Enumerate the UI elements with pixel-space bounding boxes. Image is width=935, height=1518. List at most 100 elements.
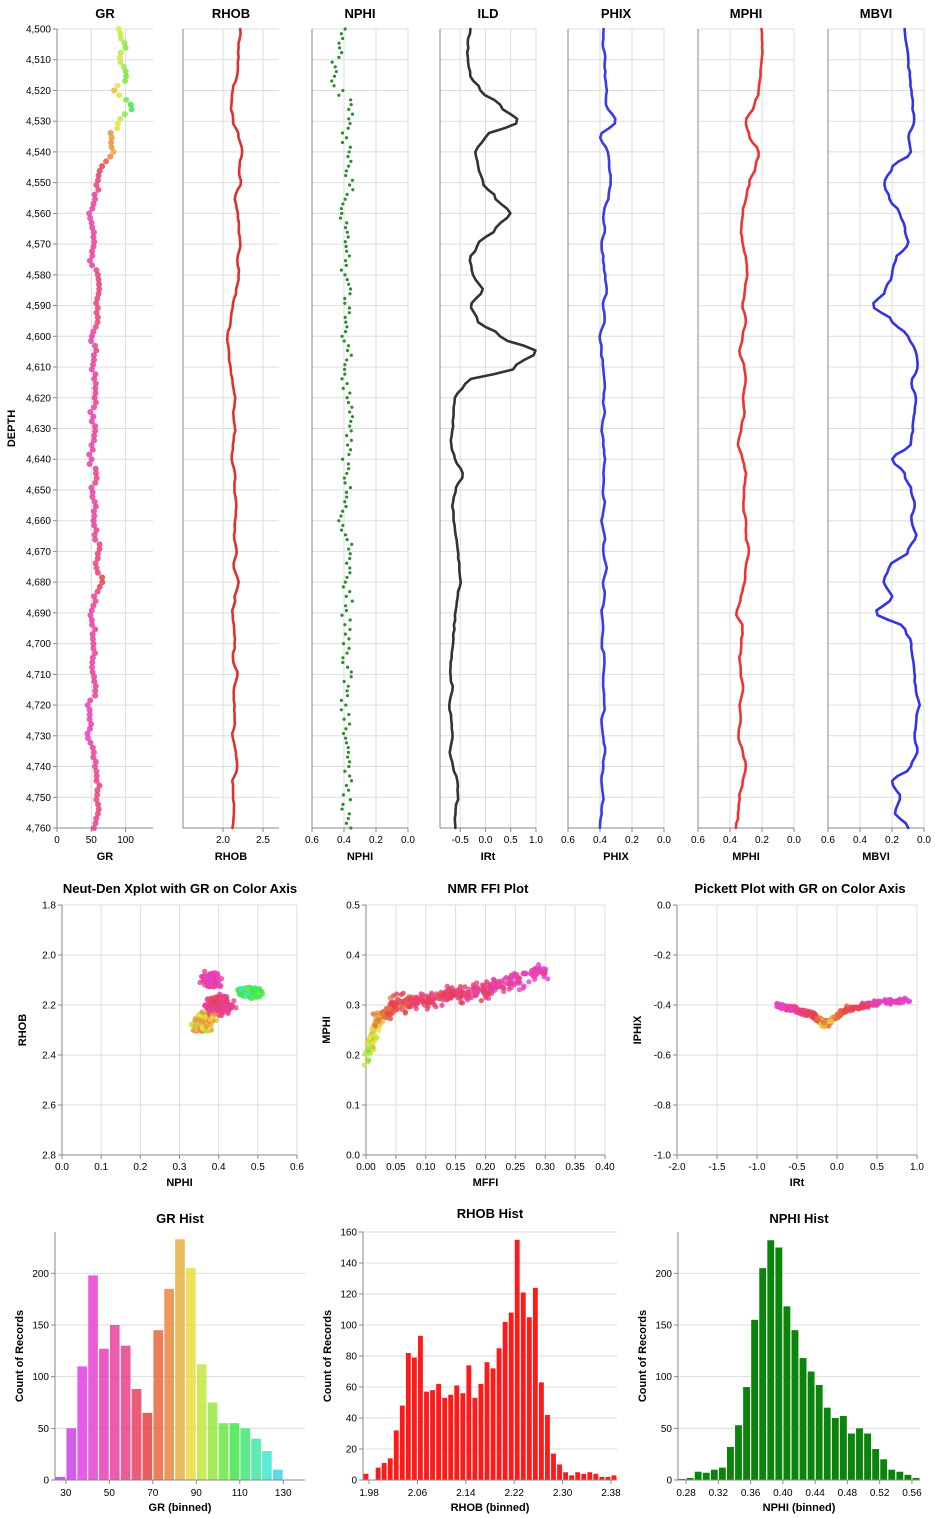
gr-point <box>94 787 101 794</box>
y-tick-label: 4,530 <box>26 117 51 128</box>
chart-title: Pickett Plot with GR on Color Axis <box>694 881 905 896</box>
y-tick-label: 4,610 <box>26 363 51 374</box>
histogram-bar <box>142 1412 153 1480</box>
nphi-point <box>345 433 349 438</box>
scatter-point <box>365 1048 371 1054</box>
nphi-point <box>345 348 350 353</box>
nphi-point <box>344 490 349 494</box>
gr-point <box>90 825 97 831</box>
nphi-point <box>341 802 345 806</box>
nphi-point <box>344 320 348 324</box>
gr-point <box>93 777 100 784</box>
x-tick-label: 0 <box>54 835 60 846</box>
nphi-point <box>345 325 349 329</box>
nphi-point <box>345 689 349 693</box>
nphi-point <box>340 140 345 145</box>
scatter-point <box>409 1000 415 1006</box>
scatter-point <box>479 982 485 988</box>
histogram-bar <box>599 1476 605 1480</box>
nphi-point <box>341 509 345 513</box>
histogram-bar <box>831 1418 839 1480</box>
nphi-point <box>344 783 349 788</box>
y-tick-label: 20 <box>346 1445 358 1456</box>
scatter-point <box>431 996 438 1002</box>
nphi-point <box>349 438 353 442</box>
nphi-point <box>349 103 353 107</box>
y-tick-label: 4,560 <box>26 209 51 220</box>
gr-point <box>94 295 101 302</box>
scatter-point <box>526 979 532 985</box>
nphi-point <box>345 221 349 225</box>
gr-point <box>93 815 100 822</box>
x-tick-label: 0.2 <box>755 835 769 846</box>
y-tick-label: 4,540 <box>26 147 51 158</box>
gr-point <box>103 158 110 165</box>
scatter-point <box>193 1026 199 1032</box>
nphi-point <box>344 736 348 740</box>
histogram-bar <box>448 1394 454 1480</box>
nphi-point <box>345 575 349 580</box>
histogram-bar <box>526 1317 532 1480</box>
gr-point <box>92 626 99 633</box>
scatter-point <box>433 1004 439 1010</box>
scatter-point <box>470 982 477 988</box>
scatter-point <box>501 985 507 991</box>
nphi-point <box>348 627 352 632</box>
scatter-point <box>865 1003 871 1009</box>
gr-point <box>92 427 99 434</box>
gr-point <box>90 602 97 609</box>
scatter-point <box>212 1005 218 1011</box>
y-axis-title: Count of Records <box>14 1310 26 1402</box>
chart-title: NPHI Hist <box>769 1211 829 1226</box>
x-tick-label: 0.52 <box>870 1488 890 1499</box>
scatter-point <box>896 998 903 1004</box>
nphi-point <box>344 608 349 613</box>
nphi-point <box>344 741 349 745</box>
nphi-point <box>343 240 347 244</box>
y-tick-label: 100 <box>32 1372 49 1383</box>
x-axis-title: MFFI <box>473 1177 499 1189</box>
gr-point <box>92 503 99 510</box>
histogram-bar <box>848 1433 855 1480</box>
x-axis-title: IRt <box>481 851 496 863</box>
scatter-point <box>523 970 529 976</box>
nphi-point <box>349 826 353 830</box>
scatter-point <box>206 980 212 986</box>
scatter-point <box>387 995 393 1001</box>
y-axis-title: RHOB <box>17 1014 29 1046</box>
gr-point <box>90 640 97 647</box>
nphi-point <box>345 396 349 400</box>
histogram-bar <box>240 1428 251 1480</box>
histogram-bar <box>484 1362 490 1480</box>
log-tracks: 0 50 100GRGR4,5004,5104,5204,5304,5404,550… <box>6 6 931 863</box>
histogram-bar <box>888 1469 896 1480</box>
gr-point <box>88 720 95 727</box>
track-rhob: 2.0 2.5 RHOB RHOB <box>182 6 279 863</box>
gr-point <box>111 87 118 94</box>
nphi-point <box>345 561 349 565</box>
scatter-point <box>501 988 507 995</box>
nphi-point <box>348 798 353 802</box>
scatter-point <box>199 1009 205 1015</box>
nphi-point <box>343 296 347 301</box>
scatter-point <box>372 1033 378 1039</box>
nphi-point <box>346 746 350 750</box>
y-tick-label: 100 <box>340 1321 357 1332</box>
gr-point <box>91 191 98 198</box>
histogram-bar <box>767 1240 775 1480</box>
x-tick-label: 0.5 <box>870 1162 884 1173</box>
scatter-point <box>439 1002 445 1008</box>
gr-point <box>94 791 101 798</box>
gr-point <box>90 413 97 420</box>
gr-point <box>89 446 96 453</box>
nphi-point <box>346 126 350 130</box>
gr-point <box>114 82 121 89</box>
nphi-point <box>347 117 351 121</box>
x-tick-label: 0.4 <box>853 835 867 846</box>
gr-point <box>89 668 96 675</box>
x-tick-label: 0.6 <box>561 835 575 846</box>
nphi-point <box>348 292 352 296</box>
x-tick-label: 0.5 <box>251 1162 265 1173</box>
nphi-point <box>340 457 345 461</box>
gr-point <box>86 460 93 467</box>
